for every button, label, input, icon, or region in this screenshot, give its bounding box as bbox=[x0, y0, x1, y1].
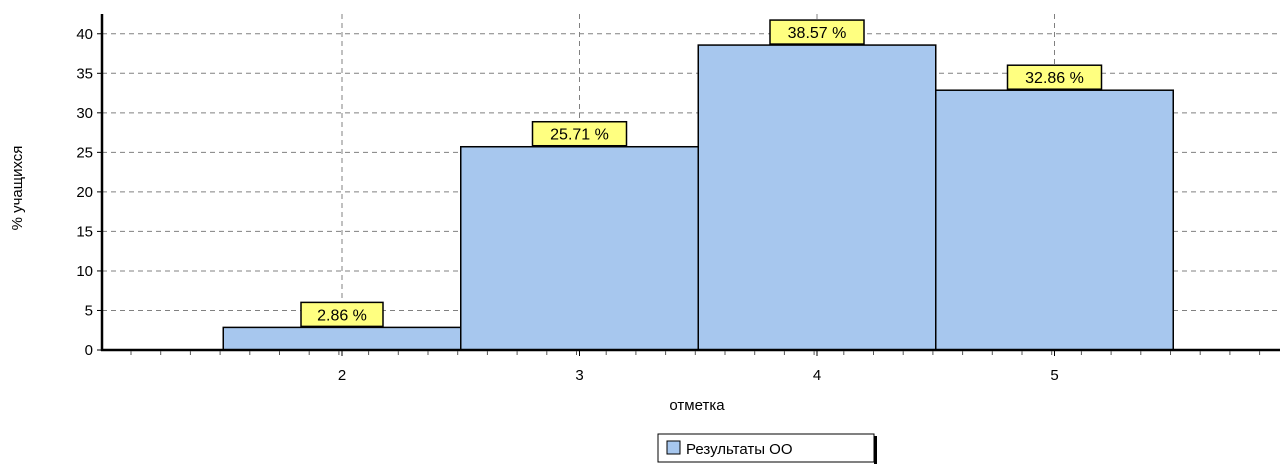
legend: Результаты ОО bbox=[657, 433, 877, 464]
legend-swatch bbox=[666, 440, 681, 455]
data-label: 25.71 % bbox=[550, 127, 609, 144]
y-tick-label: 10 bbox=[76, 263, 93, 280]
data-label: 2.86 % bbox=[317, 307, 367, 324]
legend-entry-label: Результаты ОО bbox=[686, 441, 793, 458]
data-label-box bbox=[531, 120, 628, 147]
data-label: 38.57 % bbox=[788, 25, 847, 42]
y-tick-label: 0 bbox=[85, 342, 93, 359]
data-label-box bbox=[769, 19, 865, 45]
x-tick-label: 2 bbox=[338, 367, 346, 384]
axes-layer: 0 5 10 15 20 25 30 35 40 2 3 4 5 bbox=[76, 14, 1280, 384]
y-tick-label: 35 bbox=[76, 65, 93, 82]
bar-3 bbox=[460, 145, 699, 351]
x-tick-label: 4 bbox=[813, 367, 821, 384]
y-tick-label: 5 bbox=[85, 302, 93, 319]
bar-2 bbox=[222, 326, 462, 351]
y-axis-label: % учащихся bbox=[9, 146, 26, 231]
x-tick-label: 5 bbox=[1050, 367, 1058, 384]
y-tick-label: 25 bbox=[76, 144, 93, 161]
y-tick-label: 15 bbox=[76, 223, 93, 240]
bar-5 bbox=[935, 89, 1174, 351]
data-label-box bbox=[300, 301, 384, 328]
y-tick-label: 40 bbox=[76, 26, 93, 43]
legend-frame-shadow bbox=[874, 436, 877, 464]
bars-layer bbox=[222, 44, 1174, 351]
data-labels-layer: 2.86 % 25.71 % 38.57 % 32.86 % bbox=[300, 19, 1103, 328]
x-axis-label: отметка bbox=[669, 397, 725, 414]
y-tick-label: 30 bbox=[76, 105, 93, 122]
data-label-box bbox=[1006, 64, 1103, 90]
bar-4 bbox=[697, 44, 937, 351]
y-tick-label: 20 bbox=[76, 184, 93, 201]
x-tick-label: 3 bbox=[575, 367, 583, 384]
data-label: 32.86 % bbox=[1025, 70, 1084, 87]
